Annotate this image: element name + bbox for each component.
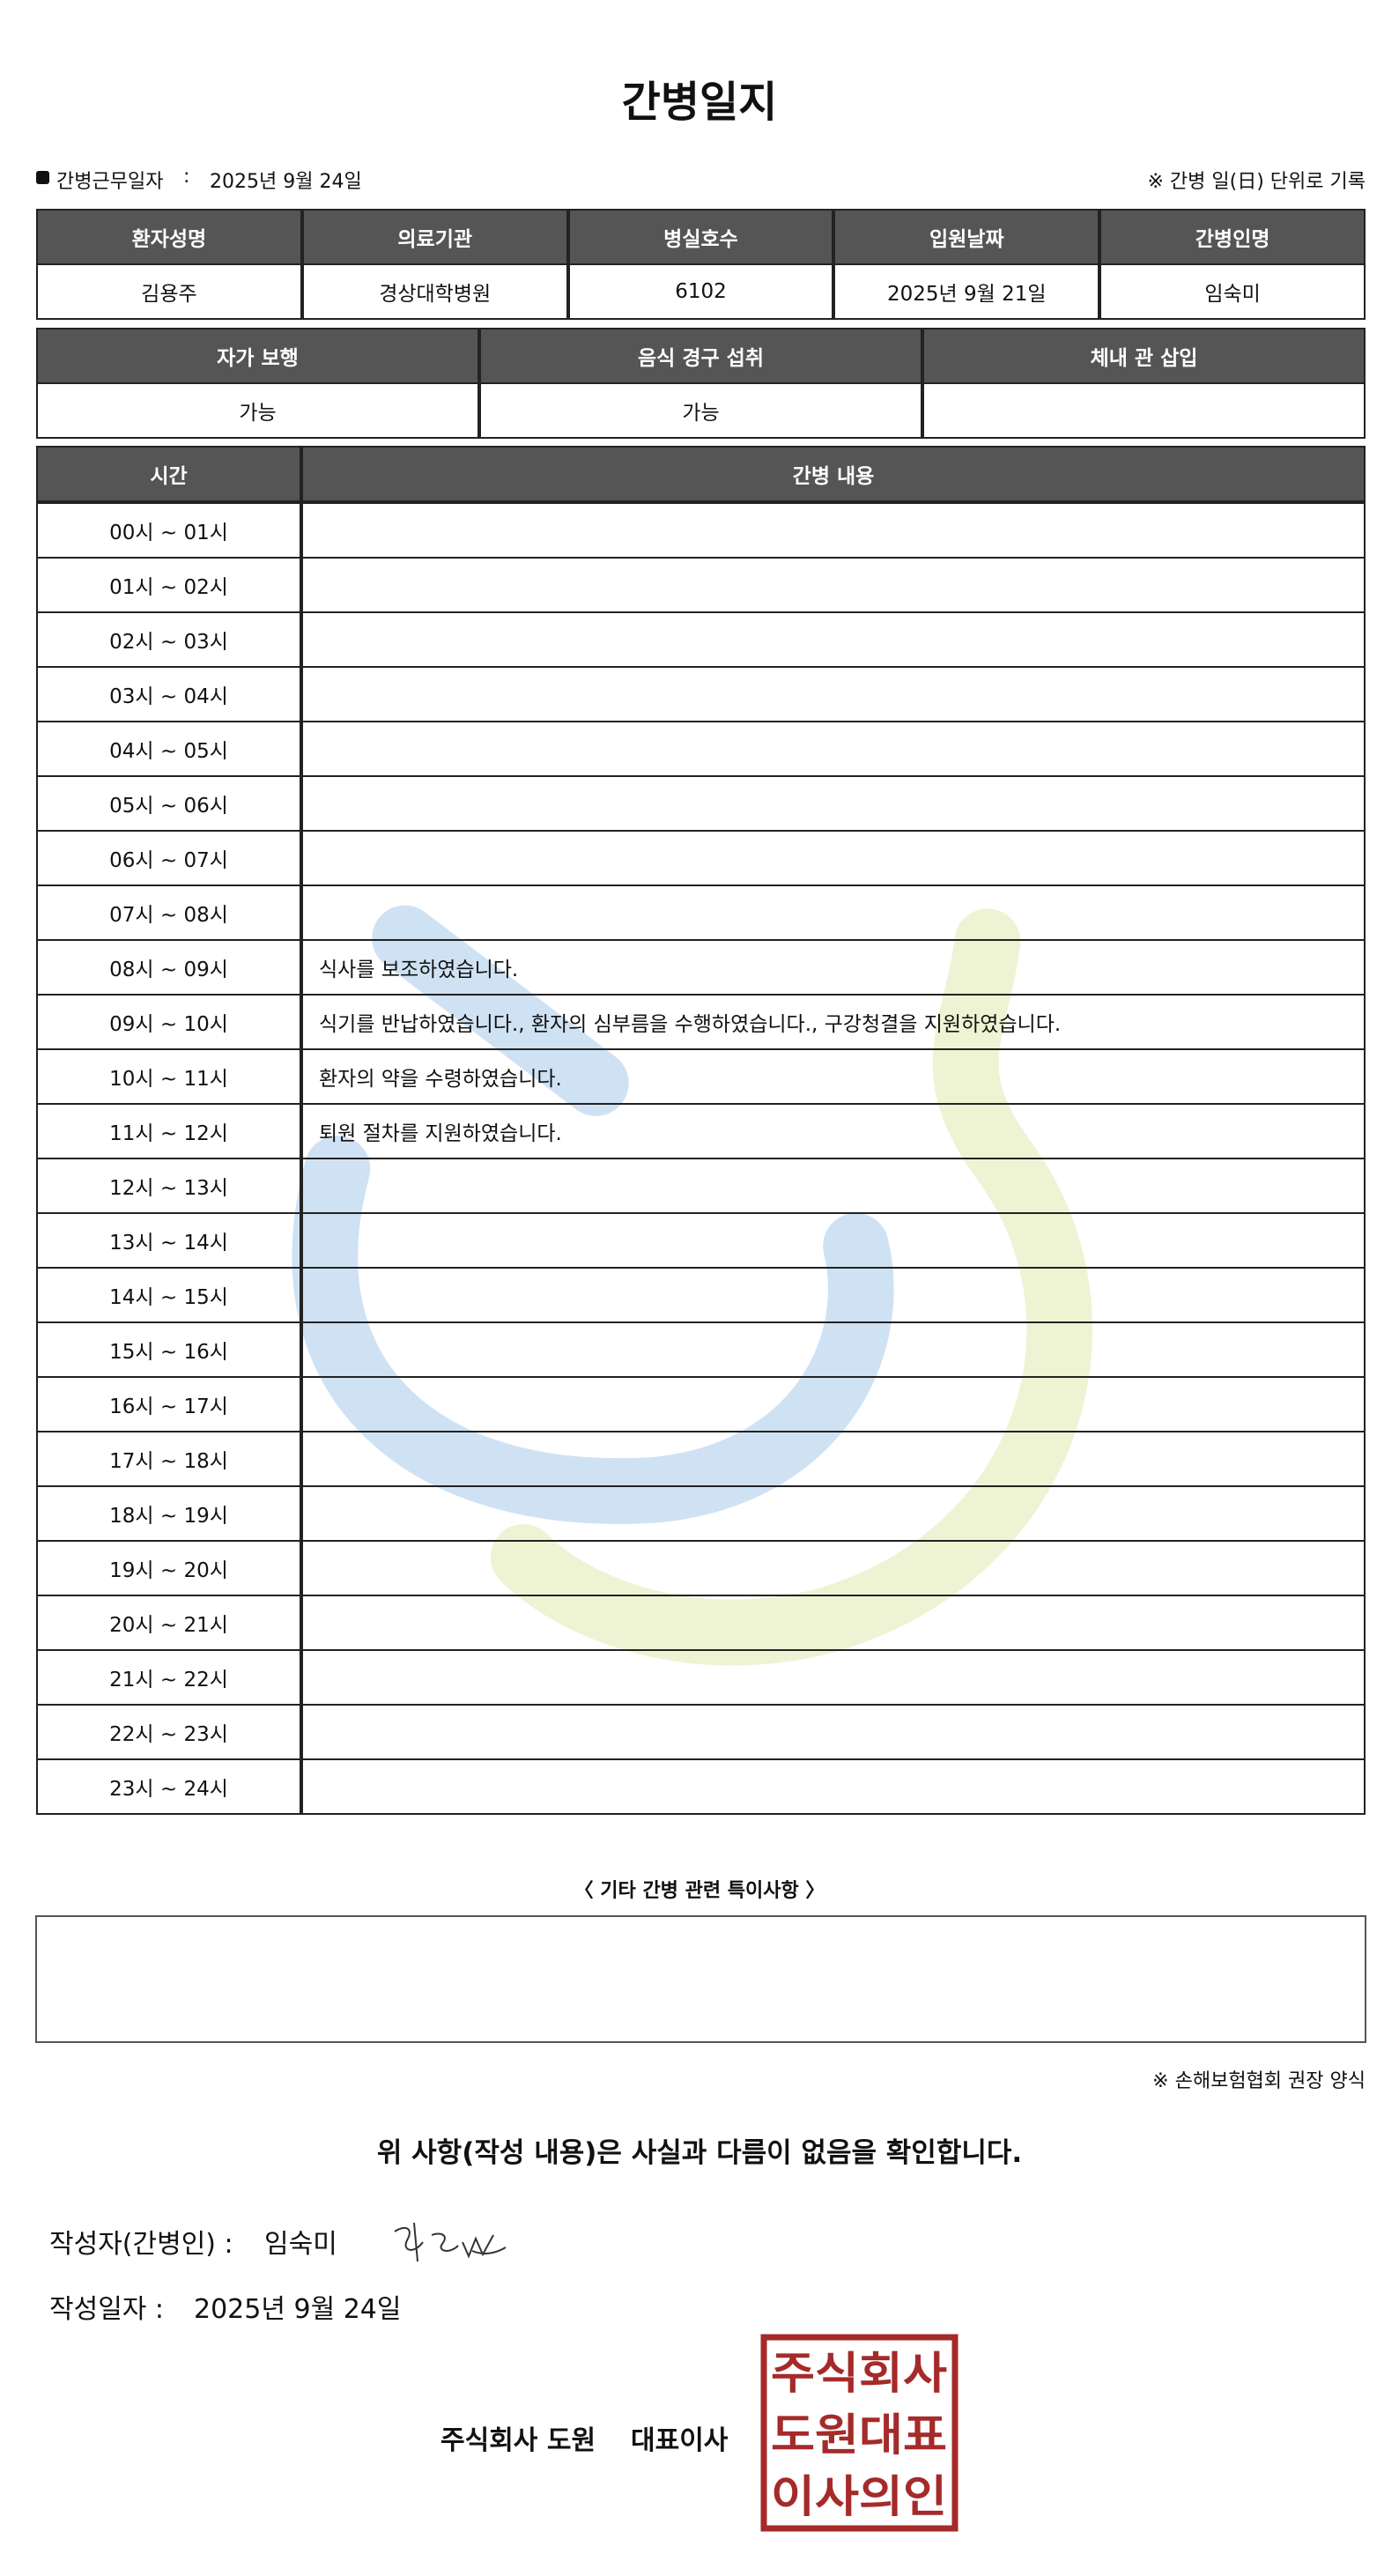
data-cell: 경상대학병원	[301, 263, 568, 320]
data-cell: 김용주	[36, 263, 302, 320]
content-cell	[301, 1540, 1366, 1596]
time-cell: 10시 ~ 11시	[36, 1048, 301, 1105]
remarks-box	[35, 1915, 1366, 2043]
content-cell	[301, 1267, 1366, 1323]
work-date: 2025년 9월 24일	[210, 171, 362, 193]
time-cell: 12시 ~ 13시	[36, 1158, 301, 1214]
title: 간병일지	[621, 78, 778, 127]
content-cell	[301, 1595, 1366, 1651]
position: 대표이사	[631, 2425, 729, 2456]
time-cell: 16시 ~ 17시	[36, 1376, 301, 1432]
content-cell	[301, 1758, 1366, 1815]
content-cell	[301, 666, 1366, 722]
content-cell: 퇴원 절차를 지원하였습니다.	[301, 1103, 1366, 1159]
time-cell: 13시 ~ 14시	[36, 1212, 301, 1269]
header-cell: 병실호수	[567, 209, 834, 265]
time-cell: 04시 ~ 05시	[36, 721, 301, 777]
content-cell: 환자의 약을 수령하였습니다.	[301, 1048, 1366, 1105]
time-cell: 02시 ~ 03시	[36, 611, 301, 668]
header-cell: 입원날짜	[833, 209, 1100, 265]
content-cell	[301, 775, 1366, 832]
content-cell	[301, 1704, 1366, 1760]
writer: 임숙미	[264, 2229, 337, 2260]
date: 2025년 9월 24일	[194, 2294, 402, 2325]
header-cell: 간병인명	[1099, 209, 1366, 265]
seal-text: 주식회사	[771, 2348, 947, 2399]
time-cell: 01시 ~ 02시	[36, 557, 301, 613]
data-cell: 가능	[36, 382, 479, 439]
content-cell	[301, 1485, 1366, 1542]
time-cell: 19시 ~ 20시	[36, 1540, 301, 1596]
content-cell	[301, 557, 1366, 613]
remarks-title: 〈 기타 간병 관련 특이사항 〉	[574, 1880, 825, 1902]
data-cell: 2025년 9월 21일	[833, 263, 1100, 320]
time-cell: 08시 ~ 09시	[36, 939, 301, 996]
time-cell: 00시 ~ 01시	[36, 502, 301, 559]
time-cell: 03시 ~ 04시	[36, 666, 301, 722]
date-label: 작성일자 :	[49, 2294, 165, 2325]
header-cell: 체내 관 삽입	[922, 328, 1366, 384]
time-cell: 22시 ~ 23시	[36, 1704, 301, 1760]
content-cell	[301, 1158, 1366, 1214]
company: 주식회사 도원	[440, 2425, 596, 2456]
content-cell	[301, 830, 1366, 886]
content-cell	[301, 502, 1366, 559]
seal-border	[760, 2334, 959, 2532]
content-cell	[301, 885, 1366, 941]
data-cell	[922, 382, 1366, 439]
time-cell: 07시 ~ 08시	[36, 885, 301, 941]
content-cell	[301, 1212, 1366, 1269]
seal-text: 이사의인	[771, 2471, 947, 2522]
work-date-sep: :	[183, 166, 190, 188]
content-cell	[301, 721, 1366, 777]
work-date-label: 간병근무일자	[56, 171, 164, 193]
time-cell: 15시 ~ 16시	[36, 1321, 301, 1378]
content-cell: 식사를 보조하였습니다.	[301, 939, 1366, 996]
seal-text: 도원대표	[771, 2409, 947, 2461]
header-cell: 간병 내용	[301, 446, 1366, 502]
confirmation: 위 사항(작성 내용)은 사실과 다름이 없음을 확인합니다.	[376, 2137, 1023, 2169]
header-cell: 환자성명	[36, 209, 302, 265]
time-cell: 09시 ~ 10시	[36, 994, 301, 1050]
content-cell	[301, 1321, 1366, 1378]
content-cell	[301, 1431, 1366, 1487]
header-cell: 의료기관	[301, 209, 568, 265]
time-cell: 20시 ~ 21시	[36, 1595, 301, 1651]
content-cell	[301, 1376, 1366, 1432]
signature	[394, 2222, 507, 2262]
writer-label: 작성자(간병인) :	[49, 2229, 233, 2260]
header-cell: 음식 경구 섭취	[479, 328, 922, 384]
time-cell: 05시 ~ 06시	[36, 775, 301, 832]
time-cell: 21시 ~ 22시	[36, 1649, 301, 1706]
data-cell: 가능	[479, 382, 922, 439]
data-cell: 임숙미	[1099, 263, 1366, 320]
time-cell: 11시 ~ 12시	[36, 1103, 301, 1159]
record-note: ※ 간병 일(日) 단위로 기록	[1147, 171, 1366, 193]
content-cell	[301, 1649, 1366, 1706]
content-cell: 식기를 반납하였습니다., 환자의 심부름을 수행하였습니다., 구강청결을 지…	[301, 994, 1366, 1050]
form-note: ※ 손해보험협회 권장 양식	[1152, 2070, 1366, 2092]
content-cell	[301, 611, 1366, 668]
header-cell: 자가 보행	[36, 328, 479, 384]
time-cell: 18시 ~ 19시	[36, 1485, 301, 1542]
time-cell: 23시 ~ 24시	[36, 1758, 301, 1815]
header-cell: 시간	[36, 446, 301, 502]
bullet	[36, 171, 49, 184]
time-cell: 17시 ~ 18시	[36, 1431, 301, 1487]
time-cell: 14시 ~ 15시	[36, 1267, 301, 1323]
time-cell: 06시 ~ 07시	[36, 830, 301, 886]
data-cell: 6102	[567, 263, 834, 320]
